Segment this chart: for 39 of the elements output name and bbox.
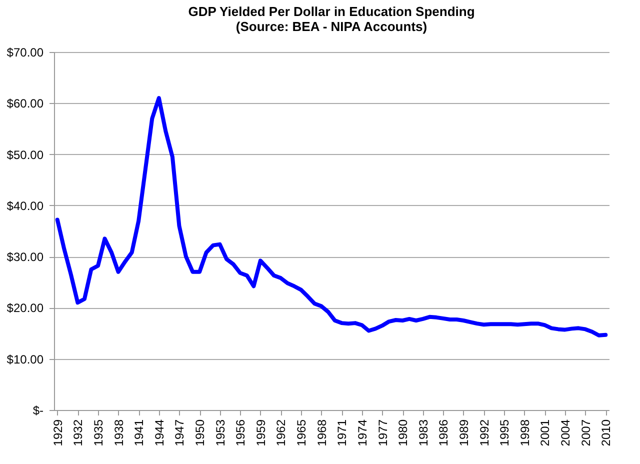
y-tick-label: $- (32, 404, 44, 418)
x-tick-label: 1977 (376, 419, 390, 446)
x-tick-label: 1974 (355, 419, 370, 446)
y-tick-label: $30.00 (6, 250, 44, 264)
line-series (55, 96, 608, 338)
x-tick-label: 1935 (91, 419, 106, 446)
x-tick-label: 1950 (193, 419, 208, 446)
x-tick-label: 1986 (436, 419, 451, 446)
x-tick-label: 1947 (172, 419, 187, 446)
x-tick-label: 1941 (132, 419, 146, 446)
y-tick-label: $10.00 (6, 352, 44, 366)
y-tick-label: $40.00 (6, 198, 44, 213)
x-tick-label: 1959 (254, 419, 268, 446)
x-tick-label: 1980 (396, 419, 410, 446)
x-tick-label: 1962 (274, 419, 288, 446)
x-tick-label: 1938 (112, 419, 126, 446)
x-tick-label: 1971 (335, 419, 350, 446)
x-tick-label: 1932 (71, 419, 86, 446)
x-tick-label: 1995 (498, 419, 512, 446)
x-tick-label: 2001 (538, 419, 552, 446)
x-tick-label: 1953 (213, 419, 228, 446)
x-tick-label: 2004 (558, 419, 573, 446)
x-tick-label: 1956 (234, 419, 248, 446)
x-tick-label: 1998 (518, 419, 532, 446)
x-tick-label: 1944 (152, 419, 166, 446)
y-tick-label: $70.00 (6, 46, 44, 60)
x-tick-label: 1983 (416, 419, 430, 446)
y-tick-label: $50.00 (6, 148, 44, 162)
y-tick-label: $20.00 (6, 301, 44, 316)
x-tick-label: 1992 (477, 419, 492, 446)
y-tick-label: $60.00 (6, 96, 44, 111)
x-tick-label: 1968 (314, 419, 329, 446)
x-tick-label: 1929 (50, 419, 65, 446)
x-tick-label: 1989 (456, 419, 471, 446)
x-tick-label: 2010 (599, 419, 614, 446)
text: (Source: BEA - NIPA Accounts) (236, 19, 428, 34)
text: GDP Yielded Per Dollar in Education Spending (188, 4, 475, 19)
x-tick-label: 1965 (294, 419, 309, 446)
x-tick-label: 2007 (578, 419, 593, 446)
